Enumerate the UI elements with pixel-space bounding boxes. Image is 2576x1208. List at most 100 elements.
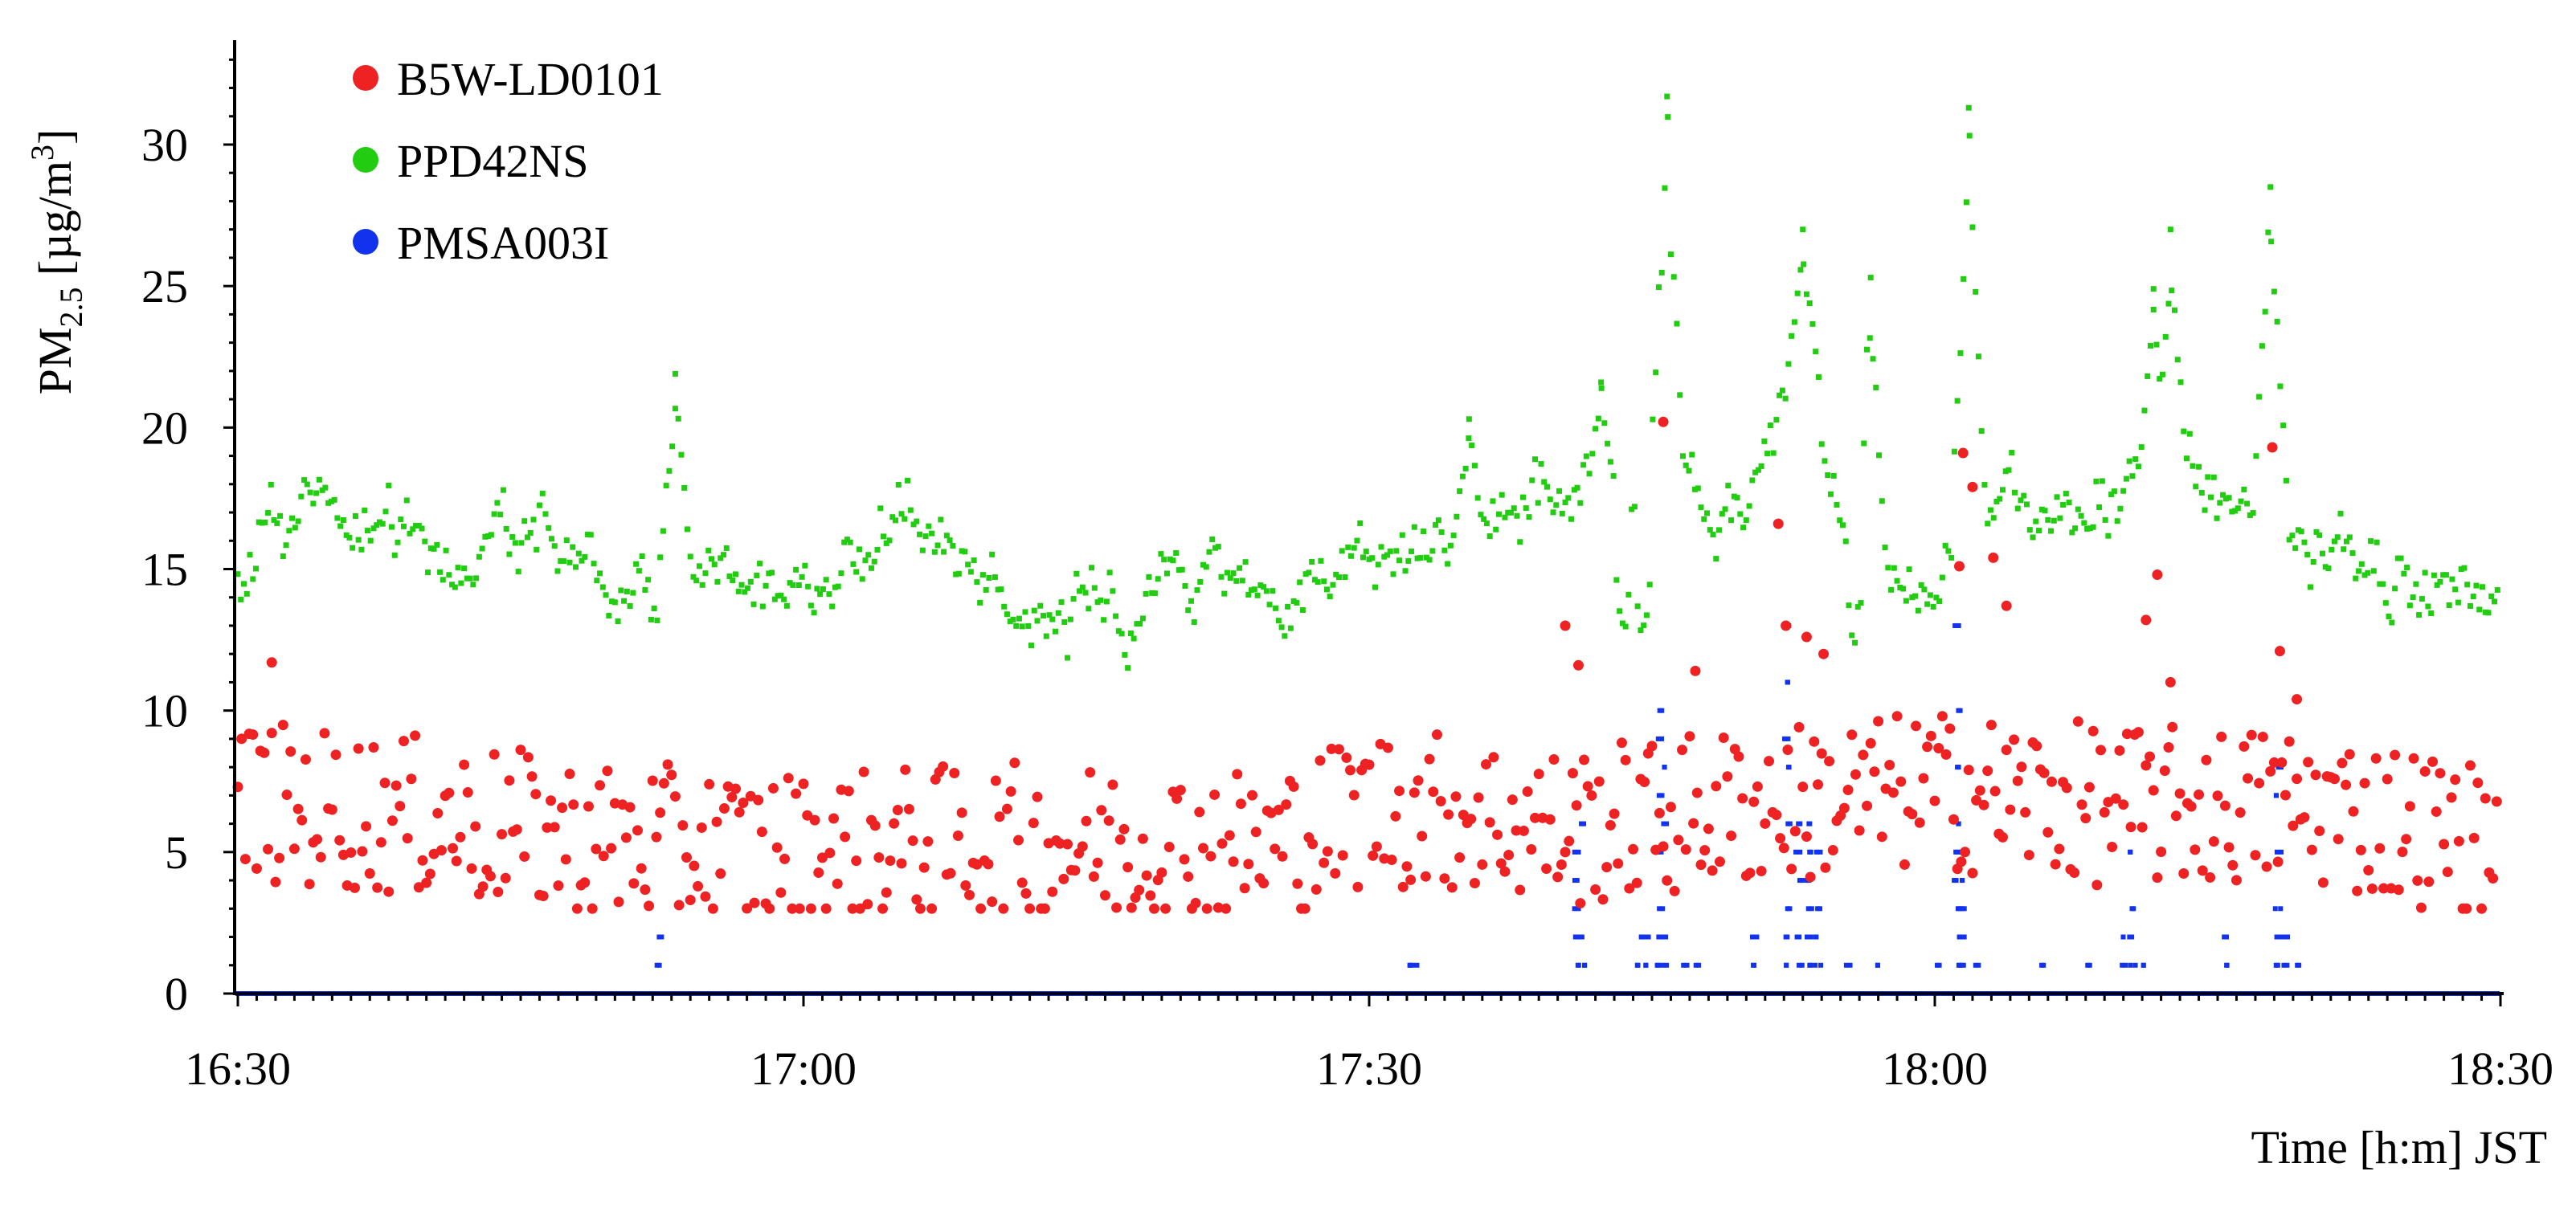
data-point-b5w-ld0101 bbox=[1899, 859, 1910, 870]
data-point-b5w-ld0101 bbox=[1971, 794, 1982, 806]
data-point-b5w-ld0101 bbox=[1077, 841, 1088, 852]
data-point-b5w-ld0101 bbox=[2243, 773, 2254, 784]
data-point-ppd42ns bbox=[726, 573, 733, 580]
data-point-b5w-ld0101 bbox=[251, 863, 262, 874]
data-point-ppd42ns bbox=[1535, 500, 1541, 506]
data-point-ppd42ns bbox=[1785, 361, 1792, 367]
data-point-b5w-ld0101 bbox=[636, 863, 647, 874]
data-point-b5w-ld0101 bbox=[1522, 786, 1533, 798]
data-point-ppd42ns bbox=[735, 588, 742, 594]
data-point-b5w-ld0101 bbox=[802, 810, 813, 821]
data-point-b5w-ld0101 bbox=[375, 837, 386, 848]
data-point-b5w-ld0101 bbox=[1179, 854, 1190, 865]
data-point-ppd42ns bbox=[1466, 416, 1472, 422]
data-point-pmsa003i bbox=[1646, 934, 1651, 940]
data-point-b5w-ld0101 bbox=[1801, 831, 1812, 843]
data-point-b5w-ld0101 bbox=[549, 822, 560, 833]
data-point-ppd42ns bbox=[1469, 442, 1475, 448]
data-point-pmsa003i bbox=[2296, 962, 2302, 968]
data-point-ppd42ns bbox=[585, 531, 591, 537]
data-point-ppd42ns bbox=[2292, 545, 2299, 551]
data-point-ppd42ns bbox=[823, 577, 829, 583]
data-point-b5w-ld0101 bbox=[2299, 812, 2310, 823]
data-point-b5w-ld0101 bbox=[2397, 847, 2408, 858]
data-point-pmsa003i bbox=[1664, 962, 1670, 968]
data-point-ppd42ns bbox=[247, 552, 253, 558]
data-point-b5w-ld0101 bbox=[689, 860, 700, 871]
data-point-ppd42ns bbox=[1927, 592, 1933, 598]
data-point-b5w-ld0101 bbox=[1703, 823, 1714, 835]
legend-marker bbox=[353, 147, 378, 173]
data-point-b5w-ld0101 bbox=[2001, 745, 2012, 756]
data-point-ppd42ns bbox=[2150, 306, 2157, 312]
data-point-ppd42ns bbox=[1574, 484, 1580, 491]
data-point-ppd42ns bbox=[597, 570, 603, 577]
data-point-ppd42ns bbox=[1414, 555, 1421, 561]
data-point-pmsa003i bbox=[2272, 906, 2278, 912]
data-point-ppd42ns bbox=[2232, 508, 2239, 514]
data-point-ppd42ns bbox=[2356, 568, 2362, 574]
data-point-b5w-ld0101 bbox=[2235, 807, 2246, 818]
data-point-b5w-ld0101 bbox=[2355, 844, 2366, 855]
data-point-ppd42ns bbox=[1218, 573, 1225, 580]
data-point-ppd42ns bbox=[856, 546, 862, 553]
data-point-b5w-ld0101 bbox=[2223, 842, 2235, 853]
data-point-ppd42ns bbox=[250, 576, 256, 582]
data-point-b5w-ld0101 bbox=[1348, 790, 1360, 801]
data-point-ppd42ns bbox=[2150, 286, 2157, 292]
data-point-ppd42ns bbox=[910, 521, 917, 528]
data-point-b5w-ld0101 bbox=[2054, 843, 2065, 855]
data-point-ppd42ns bbox=[440, 577, 446, 583]
data-point-ppd42ns bbox=[2075, 506, 2081, 512]
data-point-ppd42ns bbox=[711, 561, 718, 568]
data-point-b5w-ld0101 bbox=[390, 780, 402, 791]
data-point-b5w-ld0101 bbox=[526, 771, 538, 782]
data-point-ppd42ns bbox=[738, 582, 745, 588]
data-point-ppd42ns bbox=[1731, 493, 1737, 500]
data-point-b5w-ld0101 bbox=[1141, 870, 1152, 881]
data-point-b5w-ld0101 bbox=[1454, 852, 1466, 863]
data-point-ppd42ns bbox=[1978, 428, 1985, 435]
data-point-ppd42ns bbox=[1692, 486, 1699, 492]
data-point-b5w-ld0101 bbox=[1778, 843, 1789, 854]
data-point-b5w-ld0101 bbox=[2329, 773, 2340, 785]
data-point-ppd42ns bbox=[1653, 369, 1659, 376]
data-point-ppd42ns bbox=[1568, 516, 1575, 522]
data-point-ppd42ns bbox=[1607, 459, 1613, 465]
data-point-b5w-ld0101 bbox=[2009, 734, 2020, 745]
data-point-b5w-ld0101 bbox=[530, 789, 542, 800]
data-point-ppd42ns bbox=[1086, 606, 1092, 612]
data-point-b5w-ld0101 bbox=[2284, 736, 2295, 747]
data-point-b5w-ld0101 bbox=[364, 867, 375, 879]
data-point-b5w-ld0101 bbox=[1111, 902, 1122, 913]
data-point-ppd42ns bbox=[1275, 618, 1282, 624]
data-point-b5w-ld0101 bbox=[1495, 858, 1507, 869]
data-point-ppd42ns bbox=[2009, 450, 2015, 456]
data-point-ppd42ns bbox=[2105, 533, 2112, 539]
data-point-ppd42ns bbox=[2174, 357, 2181, 363]
data-point-b5w-ld0101 bbox=[587, 903, 598, 914]
data-point-ppd42ns bbox=[582, 553, 588, 560]
data-point-b5w-ld0101 bbox=[1773, 518, 1784, 529]
data-point-ppd42ns bbox=[2157, 376, 2163, 382]
data-point-ppd42ns bbox=[919, 547, 926, 553]
data-point-b5w-ld0101 bbox=[1020, 888, 1032, 899]
data-point-ppd42ns bbox=[1082, 590, 1089, 596]
data-point-ppd42ns bbox=[853, 569, 860, 575]
data-point-b5w-ld0101 bbox=[1315, 755, 1326, 766]
data-point-b5w-ld0101 bbox=[330, 749, 341, 761]
data-point-b5w-ld0101 bbox=[2001, 600, 2012, 611]
data-point-ppd42ns bbox=[1719, 511, 1725, 517]
data-point-b5w-ld0101 bbox=[1273, 804, 1284, 815]
data-point-b5w-ld0101 bbox=[2306, 844, 2317, 855]
data-point-ppd42ns bbox=[2380, 581, 2386, 587]
data-point-ppd42ns bbox=[947, 537, 953, 544]
data-point-ppd42ns bbox=[2437, 578, 2443, 585]
data-point-ppd42ns bbox=[2473, 582, 2480, 589]
data-point-ppd42ns bbox=[2455, 599, 2461, 606]
data-point-ppd42ns bbox=[1903, 598, 1909, 604]
data-point-ppd42ns bbox=[1037, 602, 1044, 609]
data-point-b5w-ld0101 bbox=[1933, 743, 1944, 754]
data-point-ppd42ns bbox=[871, 558, 877, 565]
data-point-pmsa003i bbox=[2128, 849, 2133, 855]
